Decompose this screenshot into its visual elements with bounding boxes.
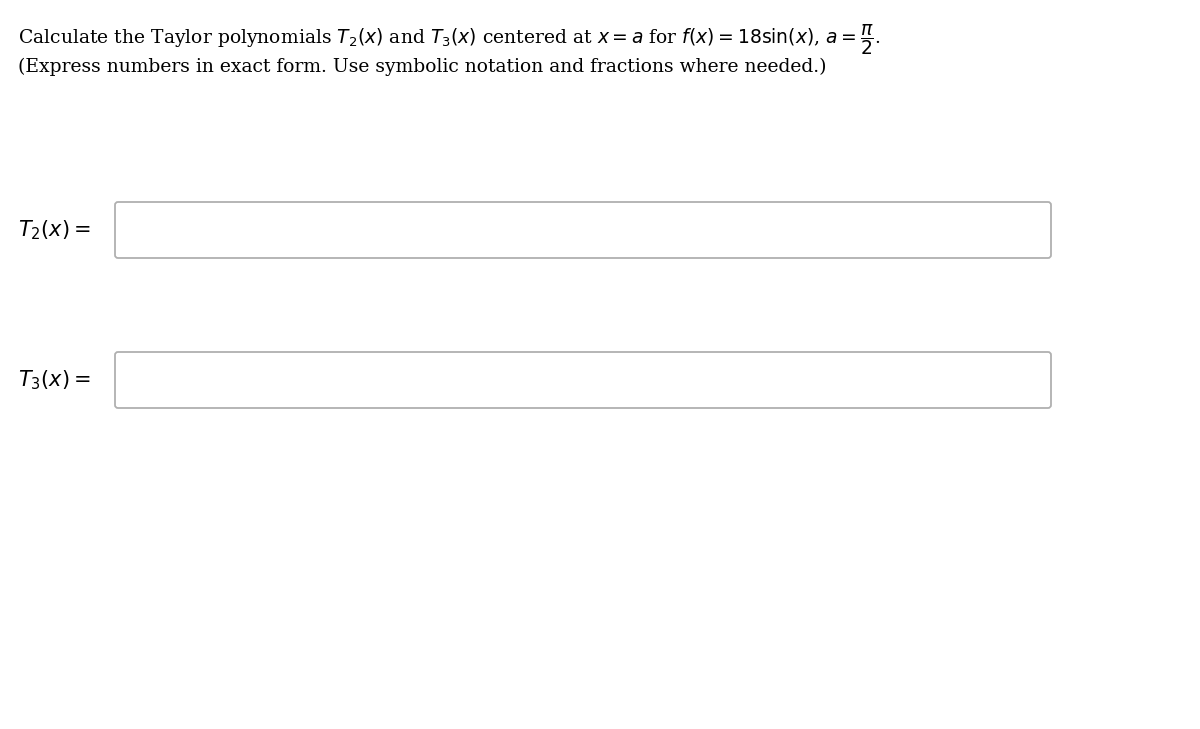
Text: $T_2(x) =$: $T_2(x) =$ bbox=[18, 218, 91, 242]
FancyBboxPatch shape bbox=[115, 352, 1051, 408]
Text: (Express numbers in exact form. Use symbolic notation and fractions where needed: (Express numbers in exact form. Use symb… bbox=[18, 58, 827, 77]
Text: $T_3(x) =$: $T_3(x) =$ bbox=[18, 368, 91, 391]
FancyBboxPatch shape bbox=[115, 202, 1051, 258]
Text: Calculate the Taylor polynomials $T_2(x)$ and $T_3(x)$ centered at $x = a$ for $: Calculate the Taylor polynomials $T_2(x)… bbox=[18, 22, 881, 57]
